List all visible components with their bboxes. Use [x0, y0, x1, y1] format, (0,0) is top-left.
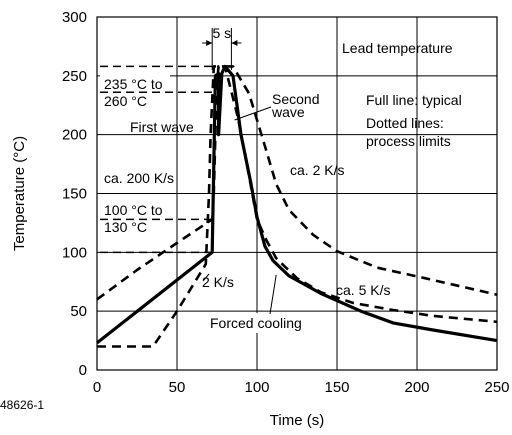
- rate-200-label: ca. 200 K/s: [104, 170, 174, 186]
- y-tick-label: 200: [62, 127, 87, 144]
- label-background: [207, 313, 335, 333]
- x-tick-label: 50: [169, 379, 186, 396]
- legend-full-line: Full line: typical: [366, 92, 462, 108]
- x-tick-label: 250: [484, 379, 509, 396]
- legend-dotted-lines: Dotted lines: process limits: [366, 115, 451, 149]
- rate-5-label: ca. 5 K/s: [336, 282, 390, 298]
- rate-2-lower-label: 2 K/s: [202, 274, 234, 290]
- first-wave-label: First wave: [130, 119, 194, 135]
- process-limit-curve-1: [96, 65, 498, 301]
- second-wave-label: Second wave: [271, 91, 319, 120]
- plot-frame: [96, 16, 498, 371]
- band-low-label: 100 °C to 130 °C: [104, 202, 163, 235]
- y-tick-label: 50: [70, 303, 87, 320]
- series-lines: [96, 64, 498, 348]
- process-limit-curve-2: [97, 65, 498, 348]
- y-tick-label: 250: [62, 68, 87, 85]
- annotation-lines: [100, 28, 335, 333]
- band-high-label: 235 °C to 260 °C: [104, 76, 163, 109]
- label-background: [100, 74, 170, 122]
- forced-cooling-leader: [269, 274, 277, 315]
- window-label: 5 s: [212, 25, 231, 41]
- window-arrowhead-left: [206, 40, 213, 46]
- legend-title: Lead temperature: [342, 40, 453, 56]
- x-tick-label: 200: [404, 379, 429, 396]
- annotation-labels: 5 s 235 °C to 260 °C First wave Second wave ca…: [104, 25, 462, 331]
- y-tick-label: 0: [79, 362, 87, 379]
- x-tick-label: 100: [244, 379, 269, 396]
- axis-ticks: 0 50 100 150 200 250 0 50 100 150 200 250 300 Tempera…: [0, 9, 510, 429]
- x-tick-label: 0: [93, 379, 101, 396]
- y-tick-label: 100: [62, 244, 87, 261]
- x-tick-label: 150: [324, 379, 349, 396]
- window-arrowhead-right: [231, 40, 238, 46]
- x-axis-label: Time (s): [270, 412, 324, 429]
- rate-2-leader: [202, 273, 210, 282]
- figure-id: 48626-1: [0, 398, 44, 412]
- forced-cooling-label: Forced cooling: [210, 315, 302, 331]
- second-wave-leader: [234, 106, 272, 121]
- y-tick-label: 150: [62, 186, 87, 203]
- rate-2-upper-label: ca. 2 K/s: [290, 162, 344, 178]
- y-tick-label: 300: [62, 9, 87, 26]
- y-axis-label: Temperature (°C): [11, 136, 28, 251]
